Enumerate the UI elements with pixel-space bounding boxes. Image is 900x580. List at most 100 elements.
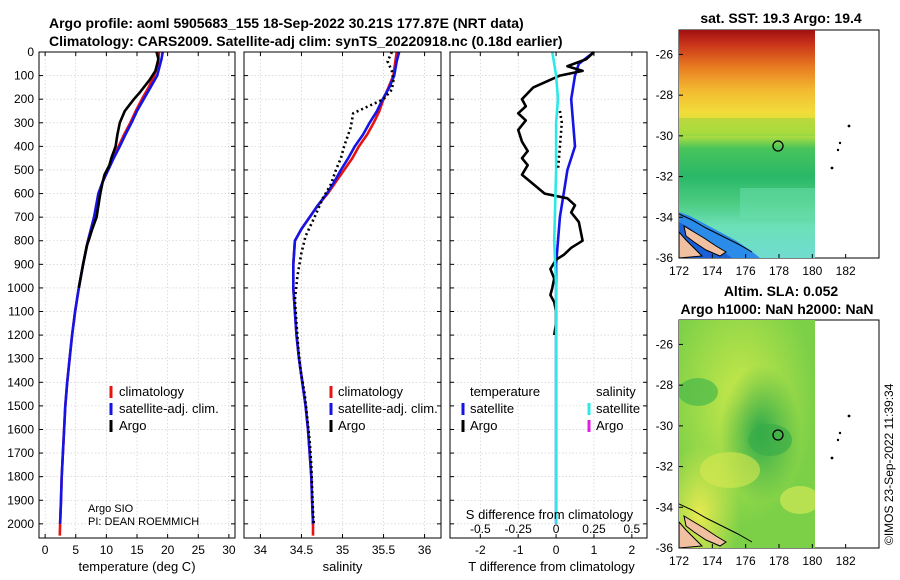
legend-label-temp-satellite: satellite	[470, 401, 514, 416]
sla-float-marker	[772, 429, 784, 441]
legend-label-satellite: satellite-adj. clim.	[338, 401, 438, 416]
y-tick-label: 2000	[7, 517, 34, 531]
temperature-legend: climatology satellite-adj. clim. Argo	[109, 384, 219, 433]
salinity-legend: climatology satellite-adj. clim. Argo	[329, 384, 438, 433]
y-tick-label: 0	[27, 45, 34, 59]
y-tick-label: 800	[14, 234, 34, 248]
sst-field	[679, 30, 815, 258]
x-tick-label: -1	[513, 543, 524, 557]
map-y-tick-label: -26	[656, 337, 674, 351]
secondary-tick-label: 0.25	[582, 522, 606, 536]
legend-label-climatology: climatology	[338, 384, 404, 399]
x-tick-label: 5	[72, 543, 79, 557]
x-tick-label: 34.5	[290, 543, 314, 557]
sla-land	[683, 514, 727, 547]
series-line-satellite-adj-clim-	[291, 51, 401, 524]
legend-heading-temperature: temperature	[470, 384, 540, 399]
x-axis-label: salinity	[323, 559, 363, 574]
y-tick-label: 1100	[8, 305, 34, 319]
x-tick-label: 30	[222, 543, 236, 557]
x-tick-label: 20	[161, 543, 175, 557]
map-x-tick-label: 180	[802, 554, 822, 568]
y-tick-label: 1600	[7, 422, 34, 436]
x-axis-label: T difference from climatology	[468, 559, 635, 574]
secondary-tick-label: -0.5	[470, 522, 491, 536]
y-tick-label: 600	[14, 187, 34, 201]
x-tick-label: 2	[629, 543, 636, 557]
y-tick-label: 1900	[7, 493, 34, 507]
legend-label-temp-argo: Argo	[470, 418, 497, 433]
x-tick-label: -2	[475, 543, 486, 557]
y-tick-label: 1200	[7, 328, 34, 342]
sst-map-title: sat. SST: 19.3 Argo: 19.4	[700, 10, 862, 26]
map-x-tick-label: 174	[702, 264, 722, 278]
y-tick-label: 1800	[7, 470, 34, 484]
x-tick-label: 25	[192, 543, 206, 557]
temperature-panel: 0100200300400500600700800900100011001200…	[7, 45, 236, 574]
map-y-tick-label: -28	[656, 378, 674, 392]
map-y-tick-label: -34	[656, 210, 674, 224]
secondary-tick-label: -0.25	[505, 522, 533, 536]
secondary-axis-label: S difference from climatology	[466, 507, 634, 522]
legend-label-argo: Argo	[119, 418, 146, 433]
header-line2: Climatology: CARS2009. Satellite-adj cli…	[49, 33, 563, 49]
difference-legend: temperature salinity satellite Argo sate…	[461, 384, 640, 433]
y-tick-label: 200	[14, 92, 34, 106]
sst-islands	[830, 124, 851, 170]
sla-map: 172 174 176 178 180 182 -26 -28 -30 -32 -34 -36	[656, 319, 880, 568]
x-tick-label: 10	[100, 543, 114, 557]
series-line-argo	[293, 51, 395, 524]
x-tick-label: 0	[553, 543, 560, 557]
legend-label-sal-satellite: satellite	[596, 401, 640, 416]
map-x-tick-label: 174	[702, 554, 722, 568]
info-line1: Argo SIO	[88, 503, 134, 515]
x-tick-label: 34	[254, 543, 268, 557]
legend-heading-salinity: salinity	[596, 384, 636, 399]
map-y-tick-label: -36	[656, 541, 674, 555]
header-line1: Argo profile: aoml 5905683_155 18-Sep-20…	[49, 15, 524, 31]
x-tick-label: 15	[130, 543, 144, 557]
map-y-tick-label: -32	[656, 170, 674, 184]
y-tick-label: 900	[14, 257, 34, 271]
sst-map-ticks: 172 174 176 178 180 182 -26 -28 -30 -32 -34 -36	[656, 47, 856, 278]
series-line-temperature-argo	[516, 51, 595, 336]
series-line-argo	[77, 51, 160, 289]
map-x-tick-label: 178	[769, 554, 789, 568]
x-tick-label: 0	[42, 543, 49, 557]
map-y-tick-label: -32	[656, 460, 674, 474]
imos-watermark: ©IMOS 23-Sep-2022 11:39:34	[882, 383, 896, 545]
map-y-tick-label: -34	[656, 500, 674, 514]
y-tick-label: 1000	[7, 281, 34, 295]
sla-map-title-2: Argo h1000: NaN h2000: NaN	[681, 301, 874, 317]
y-tick-label: 700	[14, 210, 34, 224]
sla-map-title-1: Altim. SLA: 0.052	[724, 283, 839, 299]
series-line-satellite-adj-clim-	[58, 51, 164, 524]
series-line-climatology	[58, 51, 161, 536]
sla-islands	[830, 414, 851, 460]
difference-panel: -2 -1 0 1 2 T difference from climatology S di…	[449, 50, 648, 574]
map-y-tick-label: -30	[656, 419, 674, 433]
y-tick-label: 1300	[7, 352, 34, 366]
secondary-tick-label: 0	[553, 522, 560, 536]
axes-frame	[449, 51, 648, 539]
sla-map-ticks: 172 174 176 178 180 182 -26 -28 -30 -32 -34 -36	[656, 337, 856, 568]
secondary-tick-label: 0.5	[624, 522, 641, 536]
sst-map: 172 174 176 178 180 182 -26 -28 -30 -32 -34 -36	[656, 29, 880, 278]
y-tick-label: 1500	[7, 399, 34, 413]
map-y-tick-label: -36	[656, 251, 674, 265]
legend-label-satellite: satellite-adj. clim.	[119, 401, 219, 416]
map-x-tick-label: 176	[736, 554, 756, 568]
series-line-salinity-satellite	[551, 51, 560, 524]
map-x-tick-label: 182	[836, 264, 856, 278]
legend-label-climatology: climatology	[119, 384, 185, 399]
map-x-tick-label: 172	[669, 264, 689, 278]
x-tick-label: 1	[591, 543, 598, 557]
map-x-tick-label: 180	[802, 264, 822, 278]
y-tick-label: 1400	[7, 375, 34, 389]
y-tick-label: 100	[14, 69, 34, 83]
sst-land	[683, 224, 727, 257]
x-tick-label: 35	[336, 543, 350, 557]
series-line-climatology	[291, 51, 398, 536]
map-y-tick-label: -26	[656, 47, 674, 61]
